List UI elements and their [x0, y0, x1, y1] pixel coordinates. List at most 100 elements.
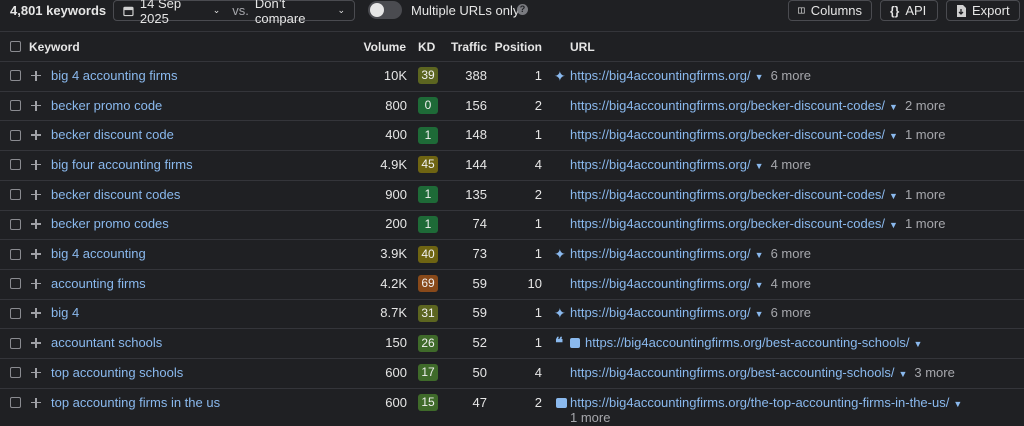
url-caret[interactable]: ▼ — [889, 101, 898, 112]
volume: 4.2K — [380, 275, 407, 291]
url-caret[interactable]: ▼ — [754, 160, 764, 171]
url-caret[interactable]: ▼ — [889, 190, 898, 201]
header-url[interactable]: URL — [570, 40, 595, 54]
add-keyword[interactable] — [31, 130, 41, 141]
add-keyword[interactable] — [31, 308, 41, 319]
row-checkbox[interactable] — [10, 159, 21, 171]
row-checkbox[interactable] — [10, 218, 21, 230]
add-keyword[interactable] — [31, 367, 41, 378]
row-checkbox[interactable] — [10, 337, 21, 349]
url-link[interactable]: https://big4accountingfirms.org/becker-d… — [570, 216, 886, 232]
more-urls[interactable]: 4 more — [770, 156, 812, 172]
keyword[interactable]: becker discount code — [51, 127, 174, 143]
url: https://big4accountingfirms.org/becker-d… — [570, 127, 945, 142]
keyword[interactable]: becker discount codes — [51, 186, 181, 202]
url: https://big4accountingfirms.org/▼ 4 more — [570, 157, 811, 172]
url-link[interactable]: https://big4accountingfirms.org/ — [570, 275, 751, 291]
toggle[interactable] — [368, 1, 402, 19]
url-caret[interactable]: ▼ — [754, 250, 764, 261]
more-urls[interactable]: 1 more — [904, 186, 946, 202]
api-button[interactable]: {} API — [880, 0, 938, 21]
url-caret[interactable]: ▼ — [913, 339, 923, 350]
url-caret[interactable]: ▼ — [898, 368, 908, 379]
more-urls[interactable]: 1 more — [904, 127, 946, 143]
row-checkbox[interactable] — [10, 189, 21, 201]
add-keyword[interactable] — [31, 338, 41, 349]
more-urls[interactable]: 6 more — [770, 67, 812, 83]
row-checkbox[interactable] — [10, 367, 21, 379]
more-urls[interactable]: 1 more — [570, 409, 611, 425]
position: 1 — [534, 216, 542, 232]
add-keyword[interactable] — [31, 249, 41, 260]
url-caret[interactable]: ▼ — [953, 398, 963, 409]
add-keyword[interactable] — [31, 159, 41, 170]
row-checkbox[interactable] — [10, 307, 21, 319]
url-link[interactable]: https://big4accountingfirms.org/becker-d… — [570, 97, 886, 113]
url-link[interactable]: https://big4accountingfirms.org/becker-d… — [570, 127, 886, 143]
url-caret[interactable]: ▼ — [754, 309, 764, 320]
add-keyword[interactable] — [31, 278, 41, 289]
url-link[interactable]: https://big4accountingfirms.org/ — [570, 156, 751, 172]
kd-badge: 31 — [418, 304, 438, 322]
add-keyword[interactable] — [31, 100, 41, 111]
row-separator — [0, 120, 1024, 122]
keyword[interactable]: top accounting schools — [51, 364, 184, 380]
add-keyword[interactable] — [31, 70, 41, 81]
more-urls[interactable]: 3 more — [914, 364, 955, 380]
position: 4 — [534, 156, 542, 172]
keyword[interactable]: big four accounting firms — [51, 156, 193, 172]
volume: 10K — [383, 67, 407, 83]
url-link[interactable]: https://big4accountingfirms.org/becker-d… — [570, 186, 886, 202]
add-keyword[interactable] — [31, 397, 41, 408]
header-traffic[interactable]: Traffic — [450, 40, 487, 54]
keyword[interactable]: big 4 — [51, 305, 80, 321]
traffic: 156 — [465, 97, 487, 113]
more-urls[interactable]: 6 more — [770, 246, 812, 262]
url-link[interactable]: https://big4accountingfirms.org/best-acc… — [585, 335, 910, 351]
header-keyword[interactable]: Keyword — [29, 40, 80, 54]
more-urls[interactable]: 1 more — [904, 216, 946, 232]
keyword[interactable]: accountant schools — [51, 335, 163, 351]
date-picker[interactable]: 14 Sep 2025 ⌄ vs. Don’t compare ⌄ — [113, 0, 355, 26]
row-checkbox[interactable] — [10, 248, 21, 260]
select-all-checkbox[interactable] — [10, 41, 21, 52]
header-kd[interactable]: KD — [418, 40, 436, 54]
traffic: 52 — [472, 335, 487, 351]
url-caret[interactable]: ▼ — [889, 131, 898, 142]
url-caret[interactable]: ▼ — [889, 220, 898, 231]
keyword[interactable]: accounting firms — [51, 275, 146, 291]
url-caret[interactable]: ▼ — [754, 279, 764, 290]
keyword[interactable]: top accounting firms in the us — [51, 394, 221, 410]
url-caret[interactable]: ▼ — [754, 71, 764, 82]
more-urls[interactable]: 6 more — [770, 305, 812, 321]
help-icon[interactable]: ? — [517, 4, 528, 15]
position: 1 — [534, 127, 542, 143]
row-checkbox[interactable] — [10, 278, 21, 290]
url: https://big4accountingfirms.org/becker-d… — [570, 187, 945, 202]
traffic: 59 — [472, 305, 487, 321]
url-link[interactable]: https://big4accountingfirms.org/ — [570, 305, 751, 321]
add-keyword[interactable] — [31, 189, 41, 200]
keyword[interactable]: becker promo code — [51, 97, 163, 113]
header-volume[interactable]: Volume — [363, 40, 406, 54]
url-link[interactable]: https://big4accountingfirms.org/best-acc… — [570, 364, 895, 380]
row-checkbox[interactable] — [10, 70, 21, 82]
keyword[interactable]: big 4 accounting firms — [51, 67, 178, 83]
export-button[interactable]: Export — [946, 0, 1020, 21]
row-checkbox[interactable] — [10, 129, 21, 141]
columns-button[interactable]: Columns — [788, 0, 872, 21]
url-link[interactable]: https://big4accountingfirms.org/the-top-… — [570, 394, 950, 410]
traffic: 59 — [472, 275, 487, 291]
more-urls[interactable]: 4 more — [770, 275, 812, 291]
url: https://big4accountingfirms.org/▼ 6 more — [570, 305, 811, 320]
row-checkbox[interactable] — [10, 397, 21, 409]
keyword[interactable]: becker promo codes — [51, 216, 169, 232]
more-urls[interactable]: 2 more — [904, 97, 946, 113]
volume: 800 — [385, 97, 407, 113]
add-keyword[interactable] — [31, 219, 41, 230]
url-link[interactable]: https://big4accountingfirms.org/ — [570, 246, 751, 262]
row-checkbox[interactable] — [10, 100, 21, 112]
header-position[interactable]: Position — [494, 40, 542, 54]
url-link[interactable]: https://big4accountingfirms.org/ — [570, 67, 751, 83]
keyword[interactable]: big 4 accounting — [51, 246, 146, 262]
